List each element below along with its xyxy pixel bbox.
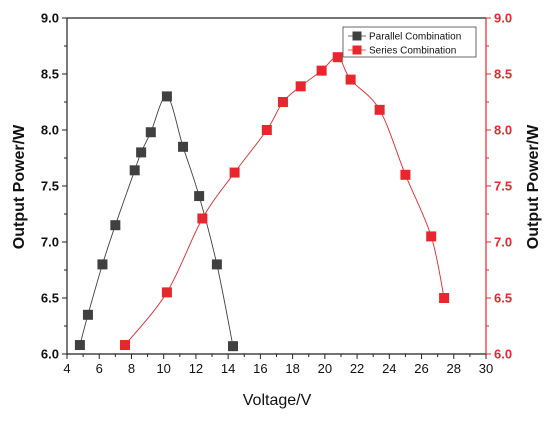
data-point-series-combination xyxy=(439,293,450,303)
x-tick-label: 6 xyxy=(96,361,103,376)
data-point-parallel-combination xyxy=(178,141,189,152)
x-tick-label: 14 xyxy=(221,361,235,376)
legend-box xyxy=(342,26,477,58)
x-tick-label: 22 xyxy=(350,361,364,376)
x-tick-label: 20 xyxy=(318,361,332,376)
data-point-parallel-combination xyxy=(194,191,205,202)
right-y-tick-label: 8.0 xyxy=(494,123,512,138)
legend-label-parallel: Parallel Combination xyxy=(369,32,461,43)
right-y-tick-label: 6.5 xyxy=(494,291,512,306)
data-point-series-combination xyxy=(316,65,327,76)
data-point-parallel-combination xyxy=(110,220,121,231)
right-y-tick-label: 7.5 xyxy=(494,179,512,194)
data-point-series-combination xyxy=(345,74,356,85)
data-point-parallel-combination xyxy=(136,147,147,158)
data-point-series-combination xyxy=(120,340,131,351)
data-point-series-combination xyxy=(400,169,411,180)
data-point-parallel-combination xyxy=(161,91,172,102)
x-tick-label: 26 xyxy=(414,361,428,376)
left-y-tick-label: 7.5 xyxy=(41,179,59,194)
x-tick-label: 8 xyxy=(128,361,135,376)
right-y-axis-title: Output Power/W xyxy=(525,124,542,249)
data-point-series-combination xyxy=(261,125,272,135)
data-point-parallel-combination xyxy=(211,259,222,270)
data-point-parallel-combination xyxy=(129,165,140,176)
x-tick-label: 10 xyxy=(156,361,170,376)
data-point-parallel-combination xyxy=(97,259,108,270)
x-tick-label: 24 xyxy=(382,361,396,376)
right-y-tick-label: 7.0 xyxy=(494,235,512,250)
data-point-parallel-combination xyxy=(74,340,85,351)
x-tick-label: 18 xyxy=(285,361,299,376)
legend-marker-parallel xyxy=(352,31,362,41)
right-y-tick-label: 8.5 xyxy=(494,67,512,82)
left-y-tick-label: 8.0 xyxy=(41,123,59,138)
series-line-parallel-combination xyxy=(79,95,234,347)
left-y-tick-label: 6.0 xyxy=(41,347,59,362)
left-y-tick-label: 6.5 xyxy=(41,291,59,306)
x-tick-label: 16 xyxy=(253,361,267,376)
data-point-series-combination xyxy=(161,287,172,298)
left-y-tick-label: 8.5 xyxy=(41,67,59,82)
data-point-series-combination xyxy=(229,167,240,178)
plot-frame xyxy=(66,17,487,355)
data-point-series-combination xyxy=(332,52,343,63)
data-point-parallel-combination xyxy=(227,341,238,352)
right-y-axis-ticks: 6.0 6.5 7.0 7.5 8.0 8.5 9.0 xyxy=(486,11,512,362)
legend: Parallel Combination Series Combination xyxy=(342,26,477,58)
data-point-series-combination xyxy=(426,231,437,242)
data-point-parallel-combination xyxy=(82,309,93,320)
series-layer xyxy=(74,52,450,352)
x-tick-label: 12 xyxy=(189,361,203,376)
right-y-tick-label: 6.0 xyxy=(494,347,512,362)
data-point-series-combination xyxy=(374,104,385,115)
data-point-series-combination xyxy=(277,97,288,107)
left-y-axis-title: Output Power/W xyxy=(11,124,28,249)
left-y-tick-label: 7.0 xyxy=(41,235,59,250)
data-point-series-combination xyxy=(295,81,306,92)
left-y-axis-ticks: 6.0 6.5 7.0 7.5 8.0 8.5 9.0 xyxy=(41,11,67,362)
left-y-tick-label: 9.0 xyxy=(41,11,59,26)
x-tick-label: 4 xyxy=(63,361,70,376)
x-tick-label: 28 xyxy=(447,361,461,376)
right-y-tick-label: 9.0 xyxy=(494,11,512,26)
legend-marker-series xyxy=(352,45,362,55)
x-axis-title: Voltage/V xyxy=(243,392,312,409)
legend-label-series: Series Combination xyxy=(369,46,456,57)
data-point-series-combination xyxy=(197,213,208,224)
x-axis-ticks: 4 6 8 10 12 14 16 18 20 22 24 26 28 30 xyxy=(63,354,493,376)
x-tick-label: 30 xyxy=(479,361,493,376)
data-point-parallel-combination xyxy=(145,127,156,138)
